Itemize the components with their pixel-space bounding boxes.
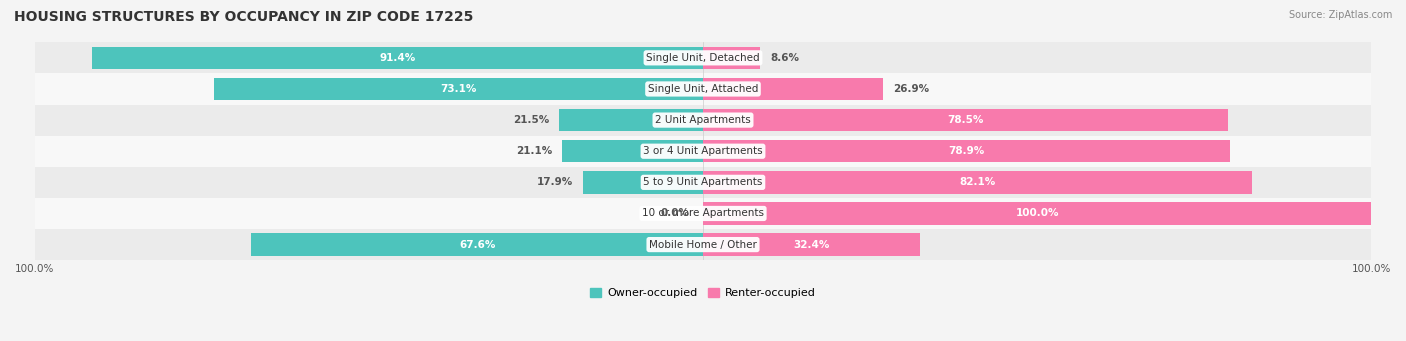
Bar <box>703 171 1251 194</box>
Bar <box>562 140 703 162</box>
Text: 0.0%: 0.0% <box>661 208 689 219</box>
Text: HOUSING STRUCTURES BY OCCUPANCY IN ZIP CODE 17225: HOUSING STRUCTURES BY OCCUPANCY IN ZIP C… <box>14 10 474 24</box>
Bar <box>560 109 703 131</box>
Text: 26.9%: 26.9% <box>893 84 929 94</box>
Bar <box>703 109 1227 131</box>
Text: 32.4%: 32.4% <box>793 240 830 250</box>
Text: 78.9%: 78.9% <box>949 146 984 156</box>
Text: 2 Unit Apartments: 2 Unit Apartments <box>655 115 751 125</box>
Text: 21.1%: 21.1% <box>516 146 553 156</box>
Text: 100.0%: 100.0% <box>1015 208 1059 219</box>
Text: 5 to 9 Unit Apartments: 5 to 9 Unit Apartments <box>644 177 762 187</box>
Text: Single Unit, Detached: Single Unit, Detached <box>647 53 759 63</box>
Bar <box>703 140 1230 162</box>
Bar <box>35 42 1371 73</box>
Bar <box>35 167 1371 198</box>
Legend: Owner-occupied, Renter-occupied: Owner-occupied, Renter-occupied <box>586 283 820 302</box>
Bar <box>583 171 703 194</box>
Bar <box>35 229 1371 260</box>
Bar <box>703 202 1371 225</box>
Text: 82.1%: 82.1% <box>959 177 995 187</box>
Bar <box>35 73 1371 105</box>
Text: 17.9%: 17.9% <box>537 177 574 187</box>
Text: 78.5%: 78.5% <box>948 115 984 125</box>
Text: 3 or 4 Unit Apartments: 3 or 4 Unit Apartments <box>643 146 763 156</box>
Bar <box>215 78 703 100</box>
Bar <box>35 136 1371 167</box>
Text: Single Unit, Attached: Single Unit, Attached <box>648 84 758 94</box>
Text: 21.5%: 21.5% <box>513 115 550 125</box>
Text: Source: ZipAtlas.com: Source: ZipAtlas.com <box>1288 10 1392 20</box>
Text: Mobile Home / Other: Mobile Home / Other <box>650 240 756 250</box>
Bar <box>703 78 883 100</box>
Text: 8.6%: 8.6% <box>770 53 800 63</box>
Text: 91.4%: 91.4% <box>380 53 416 63</box>
Bar <box>703 233 920 256</box>
Bar <box>93 47 703 69</box>
Bar <box>35 105 1371 136</box>
Bar <box>703 47 761 69</box>
Bar <box>252 233 703 256</box>
Text: 67.6%: 67.6% <box>458 240 495 250</box>
Bar <box>35 198 1371 229</box>
Text: 73.1%: 73.1% <box>440 84 477 94</box>
Text: 10 or more Apartments: 10 or more Apartments <box>643 208 763 219</box>
